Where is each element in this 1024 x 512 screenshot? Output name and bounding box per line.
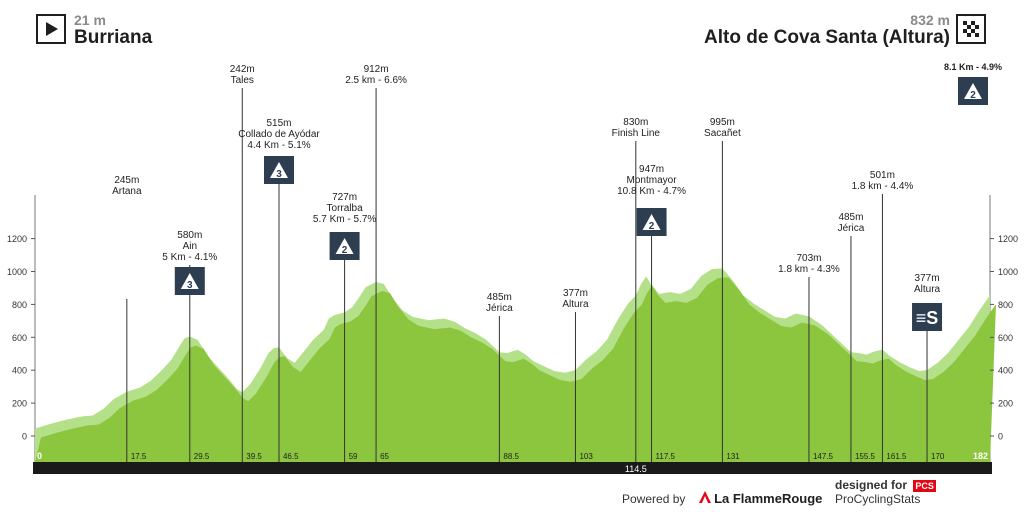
y-tick-label-left: 800 [12, 300, 27, 310]
climb-triangle-icon [964, 83, 982, 99]
point-label: 377m [563, 288, 588, 299]
point-label: Jérica [486, 303, 513, 314]
distance-bar [33, 462, 992, 474]
climb-triangle-icon [642, 214, 661, 230]
finish-climb-label: 8.1 Km - 4.9% [944, 62, 1002, 72]
checkered-flag-icon [956, 14, 986, 44]
x-tick-label: 0 [37, 451, 42, 461]
y-tick-label-right: 200 [998, 399, 1013, 409]
y-tick-label-left: 200 [12, 399, 27, 409]
sprint-badge-icon: ≡S [916, 308, 939, 328]
point-label: 10.8 Km - 4.7% [617, 186, 686, 197]
point-label: 5 Km - 4.1% [162, 252, 217, 263]
point-label: Ain [183, 241, 197, 252]
x-tick-label: 155.5 [855, 452, 876, 461]
y-tick-label-right: 0 [998, 432, 1003, 442]
point-label: 245m [114, 175, 139, 186]
climb-category-label: 3 [187, 280, 193, 291]
y-tick-label-right: 1200 [998, 234, 1018, 244]
x-tick-label: 117.5 [656, 452, 676, 461]
climb-category-label: 2 [342, 245, 348, 256]
procyclingstats-label: ProCyclingStats [835, 492, 921, 506]
point-label: Montmayor [627, 175, 678, 186]
climb-triangle-icon [180, 273, 199, 289]
point-label: Altura [562, 299, 589, 310]
point-label: Altura [914, 284, 941, 295]
x-tick-label: 182 [973, 451, 988, 461]
point-label: 703m [796, 253, 821, 264]
footer-left: Powered by La FlammeRouge [622, 491, 822, 506]
point-label: 501m [870, 170, 895, 181]
x-tick-label: 88.5 [503, 452, 519, 461]
point-label: Torralba [327, 203, 364, 214]
play-icon [36, 14, 66, 44]
point-label: 4.4 Km - 5.1% [247, 140, 310, 151]
point-label: 912m [364, 64, 389, 75]
climb-category-label: 3 [276, 169, 282, 180]
point-label: 947m [639, 164, 664, 175]
point-label: Tales [231, 75, 254, 86]
flammerouge-label: La FlammeRouge [714, 491, 823, 506]
y-tick-label-right: 400 [998, 366, 1013, 376]
point-label: 1.8 km - 4.4% [852, 181, 914, 192]
y-tick-label-left: 1000 [7, 267, 27, 277]
point-label: Jérica [838, 223, 865, 234]
y-tick-label-right: 1000 [998, 267, 1018, 277]
point-label: 727m [332, 192, 357, 203]
y-tick-label-left: 600 [12, 333, 27, 343]
point-label: 377m [915, 273, 940, 284]
climb-category-badge [912, 303, 943, 331]
x-tick-label: 17.5 [131, 452, 147, 461]
point-label: 1.8 km - 4.3% [778, 264, 840, 275]
point-label: 485m [487, 292, 512, 303]
x-tick-label: 29.5 [194, 452, 210, 461]
point-label: 580m [177, 230, 202, 241]
finish-altitude: 832 m [910, 12, 950, 28]
point-label: 830m [623, 117, 648, 128]
x-tick-label: 39.5 [246, 452, 262, 461]
climb-triangle-icon [335, 238, 354, 254]
point-label: 485m [838, 212, 863, 223]
start-altitude: 21 m [74, 12, 106, 28]
point-label: 242m [230, 64, 255, 75]
x-tick-label: 170 [931, 452, 945, 461]
x-tick-label: 103 [579, 452, 593, 461]
y-tick-label-right: 800 [998, 300, 1013, 310]
point-label: Artana [112, 186, 142, 197]
powered-by-label: Powered by [622, 492, 686, 506]
point-label: 2.5 km - 6.6% [345, 75, 407, 86]
x-tick-label: 46.5 [283, 452, 299, 461]
profile-area [35, 277, 996, 462]
climb-triangle-icon [269, 162, 288, 178]
y-tick-label-left: 0 [22, 432, 27, 442]
x-tick-label: 65 [380, 452, 389, 461]
point-label: Collado de Ayódar [238, 129, 320, 140]
footer-right: designed for PCS ProCyclingStats [835, 478, 1024, 506]
x-tick-label: 131 [726, 452, 740, 461]
climb-category-label: 2 [970, 90, 976, 101]
x-tick-label: 59 [349, 452, 358, 461]
x-tick-label: 161.5 [886, 452, 907, 461]
designed-for-label: designed for [835, 478, 908, 492]
y-tick-label-right: 600 [998, 333, 1013, 343]
point-label: Finish Line [612, 128, 661, 139]
flammerouge-logo-icon [698, 491, 711, 506]
point-label: 5.7 Km - 5.7% [313, 214, 376, 225]
point-label: 515m [266, 118, 291, 129]
start-name: Burriana [74, 27, 153, 48]
climb-category-label: 2 [649, 221, 655, 232]
x-tick-label: 147.5 [813, 452, 834, 461]
finish-name: Alto de Cova Santa (Altura) [704, 27, 950, 48]
x-tick-label: 114.5 [625, 464, 647, 474]
point-label: Sacañet [704, 128, 741, 139]
y-tick-label-left: 400 [12, 366, 27, 376]
y-tick-label-left: 1200 [7, 234, 27, 244]
point-label: 995m [710, 117, 735, 128]
pcs-logo: PCS [913, 480, 936, 492]
